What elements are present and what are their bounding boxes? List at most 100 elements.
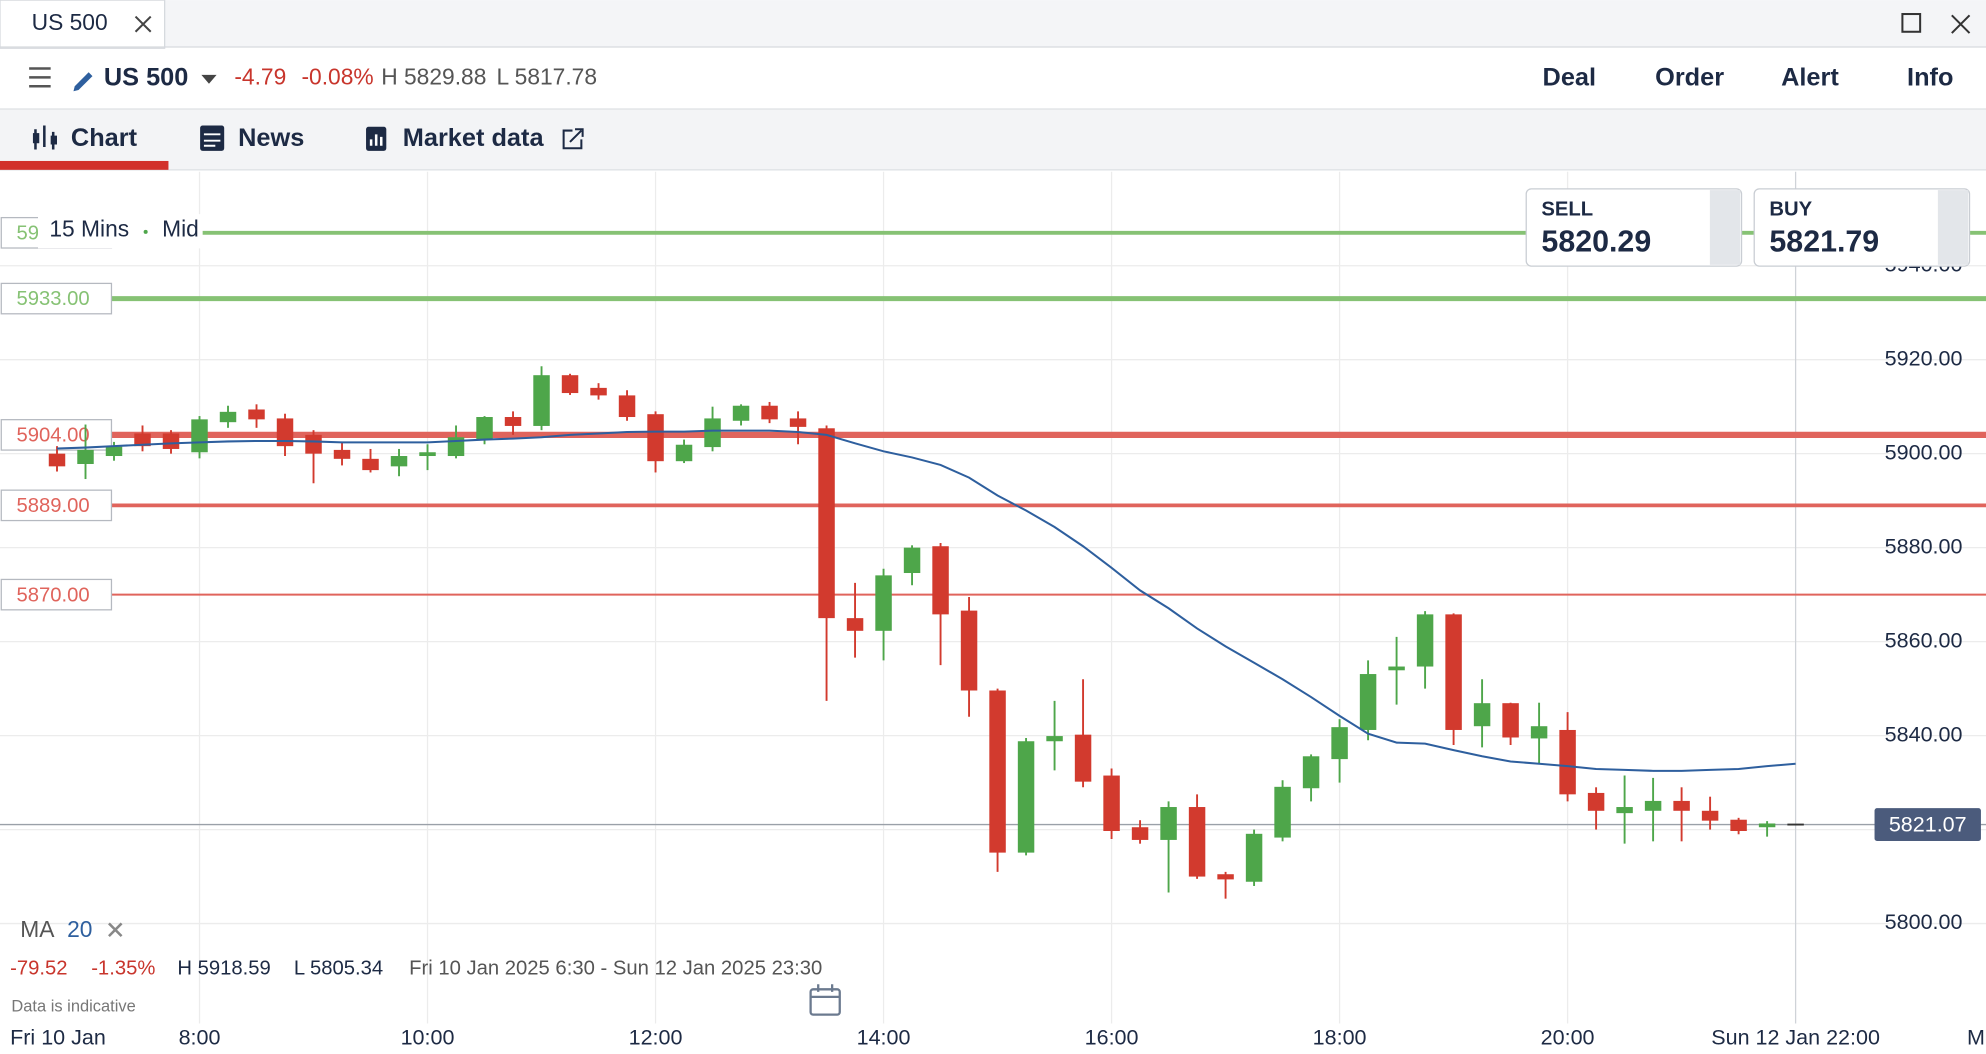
order-button[interactable]: Order xyxy=(1655,63,1724,91)
candle-body xyxy=(1302,756,1320,789)
buy-price: 5821.79 xyxy=(1769,224,1879,258)
news-icon xyxy=(200,125,225,151)
candle-body xyxy=(1559,729,1576,795)
candle-body xyxy=(732,405,750,421)
alert-button[interactable]: Alert xyxy=(1781,63,1839,91)
candle-body xyxy=(1701,810,1719,821)
candle-body xyxy=(960,610,978,691)
maximize-icon[interactable] xyxy=(1901,13,1922,33)
candle-body xyxy=(1046,736,1063,742)
x-tick-label: 18:00 xyxy=(1313,1025,1367,1049)
window-tab-title: US 500 xyxy=(32,9,108,35)
sell-strip xyxy=(1709,190,1741,265)
x-start-label: Fri 10 Jan xyxy=(10,1025,106,1049)
market-data-tab[interactable]: Market data xyxy=(403,124,545,152)
edit-icon[interactable] xyxy=(73,72,93,92)
calendar-icon[interactable] xyxy=(809,988,841,1016)
deal-button[interactable]: Deal xyxy=(1543,63,1597,91)
chart-tab[interactable]: Chart xyxy=(71,124,138,152)
candle-body xyxy=(504,417,522,426)
calendar-icon[interactable] xyxy=(810,984,840,999)
period-range: Fri 10 Jan 2025 6:30 - Sun 12 Jan 2025 2… xyxy=(409,957,822,979)
level-label-box xyxy=(0,282,113,315)
y-tick-label: 5880.00 xyxy=(1885,534,1963,558)
settings-overlay xyxy=(37,214,203,249)
candle-body xyxy=(761,405,778,420)
market-data-icon xyxy=(369,134,383,146)
candle-body xyxy=(162,433,180,449)
candle-body xyxy=(1787,823,1804,826)
candle-body xyxy=(419,452,436,457)
candle-body xyxy=(618,395,636,418)
candle-body xyxy=(77,449,94,465)
x-end-label: M xyxy=(1967,1025,1985,1049)
y-tick-label: 5860.00 xyxy=(1885,628,1963,652)
level-label: 5870.00 xyxy=(16,584,89,606)
info-button[interactable]: Info xyxy=(1907,63,1953,91)
sell-price: 5820.29 xyxy=(1541,224,1651,258)
indicator-period: 20 xyxy=(67,916,92,942)
candle-body xyxy=(1758,823,1776,828)
current-price-tag xyxy=(1874,808,1981,842)
change: -4.79 xyxy=(234,64,286,90)
candle-body xyxy=(704,418,721,448)
dropdown-icon[interactable] xyxy=(201,74,217,84)
active-tab-indicator xyxy=(0,160,169,170)
candle-body xyxy=(48,453,66,467)
candle-body xyxy=(1103,775,1120,831)
candle-body xyxy=(818,428,835,619)
period-change: -79.52 xyxy=(10,957,67,979)
candle-body xyxy=(789,418,807,427)
candle-body xyxy=(561,375,579,394)
candle-body xyxy=(1644,800,1662,811)
external-link-icon[interactable] xyxy=(562,128,584,150)
current-price-label: 5821.07 xyxy=(1889,813,1967,837)
candle-body xyxy=(1217,874,1234,880)
session-low: L 5817.78 xyxy=(497,64,598,90)
candle-body xyxy=(903,547,921,574)
level-label-box xyxy=(0,489,113,522)
close-window-icon[interactable] xyxy=(1951,14,1971,34)
candle-body xyxy=(1587,792,1605,811)
sell-button[interactable] xyxy=(1525,188,1743,267)
sell-label: SELL xyxy=(1541,199,1593,221)
candle-body xyxy=(1188,807,1206,877)
tab-bar xyxy=(0,0,1986,47)
remove-indicator-icon[interactable] xyxy=(108,922,123,938)
level-label: 5889.00 xyxy=(16,495,89,517)
window-tab[interactable] xyxy=(0,0,166,49)
y-tick-label: 5900.00 xyxy=(1885,440,1963,464)
period-change-pct: -1.35% xyxy=(91,957,155,979)
level-label: 5904.00 xyxy=(16,424,89,446)
indicator-name: MA xyxy=(20,916,55,942)
x-tick-label: 14:00 xyxy=(857,1025,911,1049)
close-tab-icon[interactable] xyxy=(134,15,152,33)
buy-label: BUY xyxy=(1769,199,1812,221)
x-tick-label: 12:00 xyxy=(629,1025,683,1049)
instrument-name[interactable]: US 500 xyxy=(104,63,188,91)
candle-body xyxy=(134,433,151,447)
candle-body xyxy=(362,458,379,471)
buy-button[interactable] xyxy=(1753,188,1971,267)
level-label: 5933.00 xyxy=(16,288,89,310)
candle-body xyxy=(305,434,322,454)
candle-body xyxy=(846,618,864,631)
session-high: H 5829.88 xyxy=(381,64,486,90)
candle-body xyxy=(1017,741,1035,853)
x-tick-label: 16:00 xyxy=(1085,1025,1139,1049)
candle-body xyxy=(1245,833,1263,882)
menu-icon[interactable] xyxy=(29,67,51,88)
axes: 5800.005820.005840.005860.005880.005900.… xyxy=(10,252,1985,1049)
candle-body xyxy=(1074,734,1092,782)
interval-selector[interactable]: 15 Mins xyxy=(49,216,129,242)
plot xyxy=(48,366,1804,899)
chart-icon xyxy=(32,133,40,144)
level-label: 59 xyxy=(16,222,39,244)
candle-body xyxy=(590,387,607,396)
y-tick-label: 5920.00 xyxy=(1885,346,1963,370)
candle-body xyxy=(1388,666,1405,671)
price-type-selector[interactable]: Mid xyxy=(162,216,199,242)
news-tab[interactable]: News xyxy=(238,124,304,152)
